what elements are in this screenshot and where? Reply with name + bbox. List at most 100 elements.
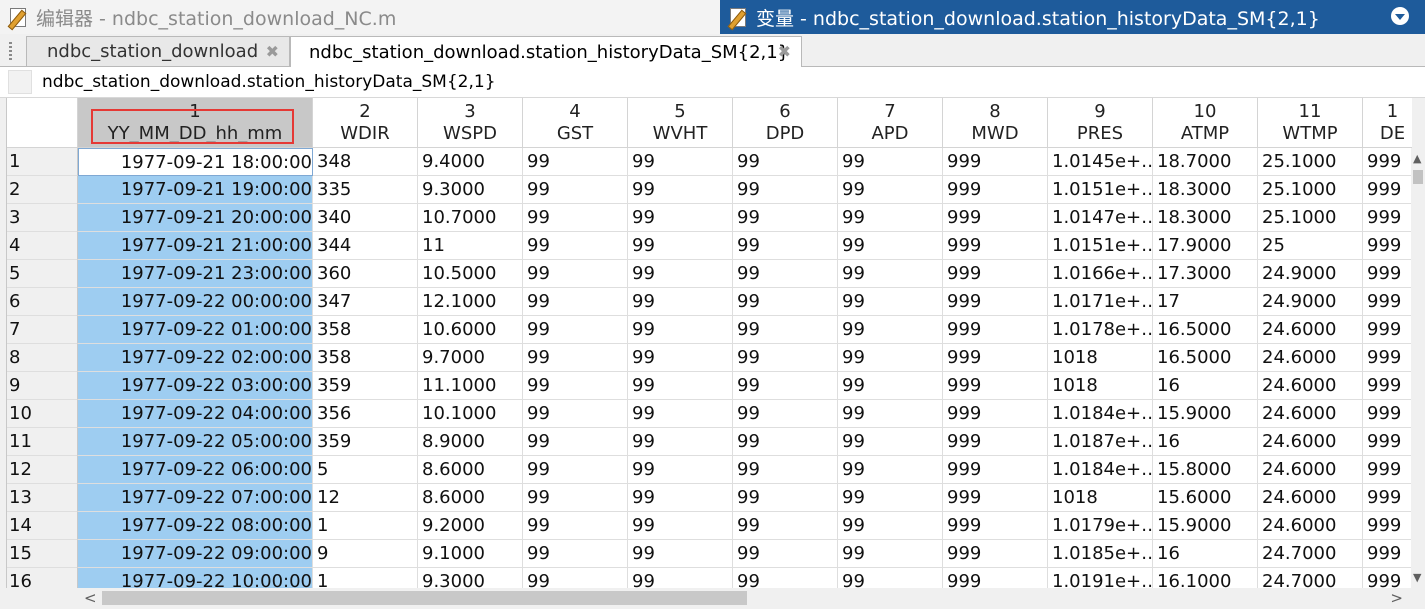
table-cell[interactable]: 24.6000 (1258, 512, 1363, 540)
table-cell[interactable]: 99 (733, 232, 838, 260)
column-header[interactable]: 11 WTMP (1258, 98, 1363, 148)
column-header[interactable]: 3 WSPD (418, 98, 523, 148)
table-cell[interactable]: 999 (943, 260, 1048, 288)
table-cell[interactable]: 99 (628, 176, 733, 204)
table-cell[interactable]: 348 (313, 148, 418, 176)
row-number[interactable]: 9 (7, 372, 78, 400)
table-cell[interactable]: 1977-09-22 01:00:00 (78, 316, 313, 344)
tab-ndbc-station-download[interactable]: ndbc_station_download ✖ (26, 36, 290, 66)
scroll-left-icon[interactable]: < (84, 589, 97, 607)
table-cell[interactable]: 24.6000 (1258, 400, 1363, 428)
table-cell[interactable]: 99 (838, 288, 943, 316)
table-cell[interactable]: 25.1000 (1258, 204, 1363, 232)
table-cell[interactable]: 99 (628, 568, 733, 588)
table-cell[interactable]: 99 (838, 456, 943, 484)
table-cell[interactable]: 1977-09-22 10:00:00 (78, 568, 313, 588)
table-cell[interactable]: 99 (733, 540, 838, 568)
column-header[interactable]: 9 PRES (1048, 98, 1153, 148)
row-number[interactable]: 5 (7, 260, 78, 288)
table-cell[interactable]: 99 (733, 372, 838, 400)
table-cell[interactable]: 1.0145e+… (1048, 148, 1153, 176)
editor-window-titlebar[interactable]: 编辑器 - ndbc_station_download_NC.m (0, 0, 720, 35)
table-cell[interactable]: 99 (838, 428, 943, 456)
table-cell[interactable]: 99 (523, 568, 628, 588)
table-cell[interactable]: 1.0151e+… (1048, 176, 1153, 204)
table-cell[interactable]: 17.3000 (1153, 260, 1258, 288)
table-cell[interactable]: 99 (523, 400, 628, 428)
table-cell[interactable]: 999 (1363, 316, 1412, 344)
table-cell[interactable]: 17.9000 (1153, 232, 1258, 260)
table-cell[interactable]: 99 (838, 176, 943, 204)
chevron-down-icon[interactable] (1391, 7, 1409, 25)
table-cell[interactable]: 9.1000 (418, 540, 523, 568)
table-cell[interactable]: 12 (313, 484, 418, 512)
row-number[interactable]: 8 (7, 344, 78, 372)
column-header[interactable]: 10 ATMP (1153, 98, 1258, 148)
table-cell[interactable]: 999 (1363, 288, 1412, 316)
table-cell[interactable]: 99 (733, 428, 838, 456)
column-header[interactable]: 5 WVHT (628, 98, 733, 148)
variable-window-titlebar[interactable]: 变量 - ndbc_station_download.station_histo… (720, 0, 1425, 34)
column-header[interactable]: 8 MWD (943, 98, 1048, 148)
table-cell[interactable]: 1977-09-21 20:00:00 (78, 204, 313, 232)
table-cell[interactable]: 999 (943, 484, 1048, 512)
table-cell[interactable]: 999 (943, 176, 1048, 204)
table-cell[interactable]: 5 (313, 456, 418, 484)
table-cell[interactable]: 999 (943, 568, 1048, 588)
close-icon[interactable]: ✖ (777, 42, 791, 61)
table-cell[interactable]: 999 (943, 148, 1048, 176)
column-header[interactable]: 1 YY_MM_DD_hh_mm (78, 98, 313, 148)
table-cell[interactable]: 1.0166e+… (1048, 260, 1153, 288)
table-cell[interactable]: 15.9000 (1153, 400, 1258, 428)
table-cell[interactable]: 999 (943, 288, 1048, 316)
table-cell[interactable]: 1977-09-21 23:00:00 (78, 260, 313, 288)
table-cell[interactable]: 999 (1363, 428, 1412, 456)
table-cell[interactable]: 999 (943, 232, 1048, 260)
table-cell[interactable]: 99 (628, 512, 733, 540)
table-cell[interactable]: 1.0185e+… (1048, 540, 1153, 568)
table-cell[interactable]: 9.3000 (418, 176, 523, 204)
table-cell[interactable]: 18.3000 (1153, 204, 1258, 232)
table-cell[interactable]: 25.1000 (1258, 176, 1363, 204)
vertical-scrollbar[interactable]: ▲ ▼ (1411, 148, 1425, 588)
table-cell[interactable]: 1977-09-22 09:00:00 (78, 540, 313, 568)
table-cell[interactable]: 1018 (1048, 484, 1153, 512)
table-cell[interactable]: 99 (628, 316, 733, 344)
table-cell[interactable]: 358 (313, 316, 418, 344)
table-cell[interactable]: 25.1000 (1258, 148, 1363, 176)
table-cell[interactable]: 24.9000 (1258, 288, 1363, 316)
row-number[interactable]: 11 (7, 428, 78, 456)
table-cell[interactable]: 1977-09-22 03:00:00 (78, 372, 313, 400)
table-cell[interactable]: 99 (628, 400, 733, 428)
table-cell[interactable]: 999 (943, 540, 1048, 568)
table-cell[interactable]: 347 (313, 288, 418, 316)
table-cell[interactable]: 99 (838, 232, 943, 260)
table-cell[interactable]: 99 (733, 456, 838, 484)
table-cell[interactable]: 999 (1363, 176, 1412, 204)
row-number[interactable]: 1 (7, 148, 78, 176)
table-cell[interactable]: 1977-09-21 21:00:00 (78, 232, 313, 260)
table-cell[interactable]: 9 (313, 540, 418, 568)
table-cell[interactable]: 99 (838, 344, 943, 372)
table-cell[interactable]: 12.1000 (418, 288, 523, 316)
table-cell[interactable]: 999 (943, 316, 1048, 344)
table-cell[interactable]: 99 (838, 512, 943, 540)
table-cell[interactable]: 335 (313, 176, 418, 204)
row-number[interactable]: 16 (7, 568, 78, 588)
table-cell[interactable]: 999 (1363, 400, 1412, 428)
table-cell[interactable]: 16 (1153, 372, 1258, 400)
table-cell[interactable]: 24.6000 (1258, 428, 1363, 456)
table-cell[interactable]: 99 (733, 260, 838, 288)
table-cell[interactable]: 16 (1153, 428, 1258, 456)
table-cell[interactable]: 11 (418, 232, 523, 260)
table-cell[interactable]: 999 (1363, 568, 1412, 588)
table-cell[interactable]: 8.6000 (418, 484, 523, 512)
table-cell[interactable]: 1018 (1048, 344, 1153, 372)
table-cell[interactable]: 16 (1153, 540, 1258, 568)
table-cell[interactable]: 1.0151e+… (1048, 232, 1153, 260)
close-icon[interactable]: ✖ (265, 42, 279, 61)
table-cell[interactable]: 1 (313, 512, 418, 540)
table-cell[interactable]: 1977-09-22 07:00:00 (78, 484, 313, 512)
table-cell[interactable]: 1.0191e+… (1048, 568, 1153, 588)
table-cell[interactable]: 99 (628, 288, 733, 316)
